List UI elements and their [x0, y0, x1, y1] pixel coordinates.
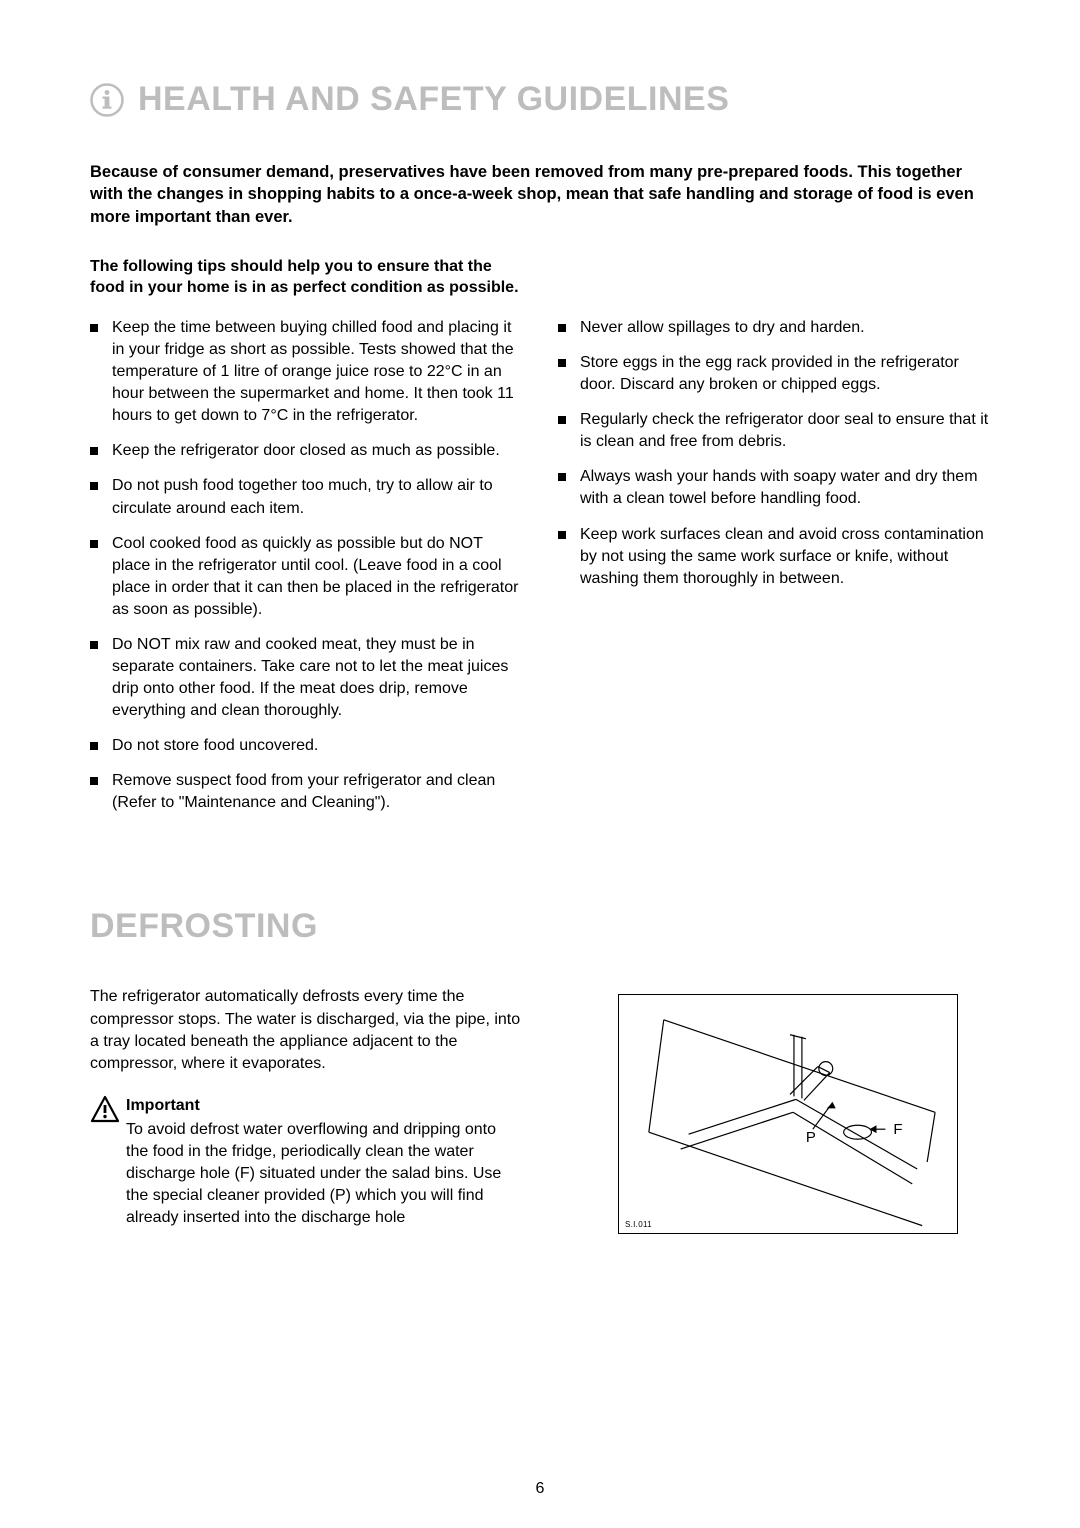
important-label: Important — [126, 1095, 522, 1117]
list-item: Keep the time between buying chilled foo… — [90, 317, 522, 427]
list-item: Keep work surfaces clean and avoid cross… — [558, 524, 990, 590]
list-item: Do not push food together too much, try … — [90, 475, 522, 519]
diagram-p-label: P — [806, 1131, 816, 1147]
list-item: Never allow spillages to dry and harden. — [558, 317, 990, 339]
info-icon — [90, 83, 124, 117]
important-row: Important To avoid defrost water overflo… — [90, 1095, 522, 1229]
important-body: To avoid defrost water overflowing and d… — [126, 1121, 501, 1226]
list-item: Do not store food uncovered. — [90, 735, 522, 757]
tips-right-list: Never allow spillages to dry and harden.… — [558, 317, 990, 590]
list-item: Remove suspect food from your refrigerat… — [90, 770, 522, 814]
page-number: 6 — [0, 1480, 1080, 1498]
list-item: Always wash your hands with soapy water … — [558, 466, 990, 510]
subintro-text: The following tips should help you to en… — [90, 256, 520, 299]
tips-left-col: Keep the time between buying chilled foo… — [90, 317, 522, 827]
tips-left-list: Keep the time between buying chilled foo… — [90, 317, 522, 814]
tips-right-col: Never allow spillages to dry and harden.… — [558, 317, 990, 827]
tips-columns: Keep the time between buying chilled foo… — [90, 317, 990, 827]
list-item: Do NOT mix raw and cooked meat, they mus… — [90, 634, 522, 722]
intro-text: Because of consumer demand, preservative… — [90, 161, 990, 228]
important-text-block: Important To avoid defrost water overflo… — [126, 1095, 522, 1229]
defrost-left: The refrigerator automatically defrosts … — [90, 986, 522, 1234]
page-title: HEALTH AND SAFETY GUIDELINES — [138, 80, 729, 119]
defrost-row: The refrigerator automatically defrosts … — [90, 986, 990, 1234]
title-row: HEALTH AND SAFETY GUIDELINES — [90, 80, 990, 119]
list-item: Keep the refrigerator door closed as muc… — [90, 440, 522, 462]
defrost-paragraph: The refrigerator automatically defrosts … — [90, 986, 522, 1074]
list-item: Cool cooked food as quickly as possible … — [90, 533, 522, 621]
diagram-f-label: F — [893, 1123, 902, 1139]
list-item: Regularly check the refrigerator door se… — [558, 409, 990, 453]
drain-diagram: P F S.I.011 — [618, 994, 958, 1234]
list-item: Store eggs in the egg rack provided in t… — [558, 352, 990, 396]
diagram-code: S.I.011 — [625, 1220, 652, 1229]
diagram-wrapper: P F S.I.011 — [558, 986, 958, 1234]
defrost-title: DEFROSTING — [90, 907, 990, 946]
warning-icon — [90, 1095, 120, 1229]
